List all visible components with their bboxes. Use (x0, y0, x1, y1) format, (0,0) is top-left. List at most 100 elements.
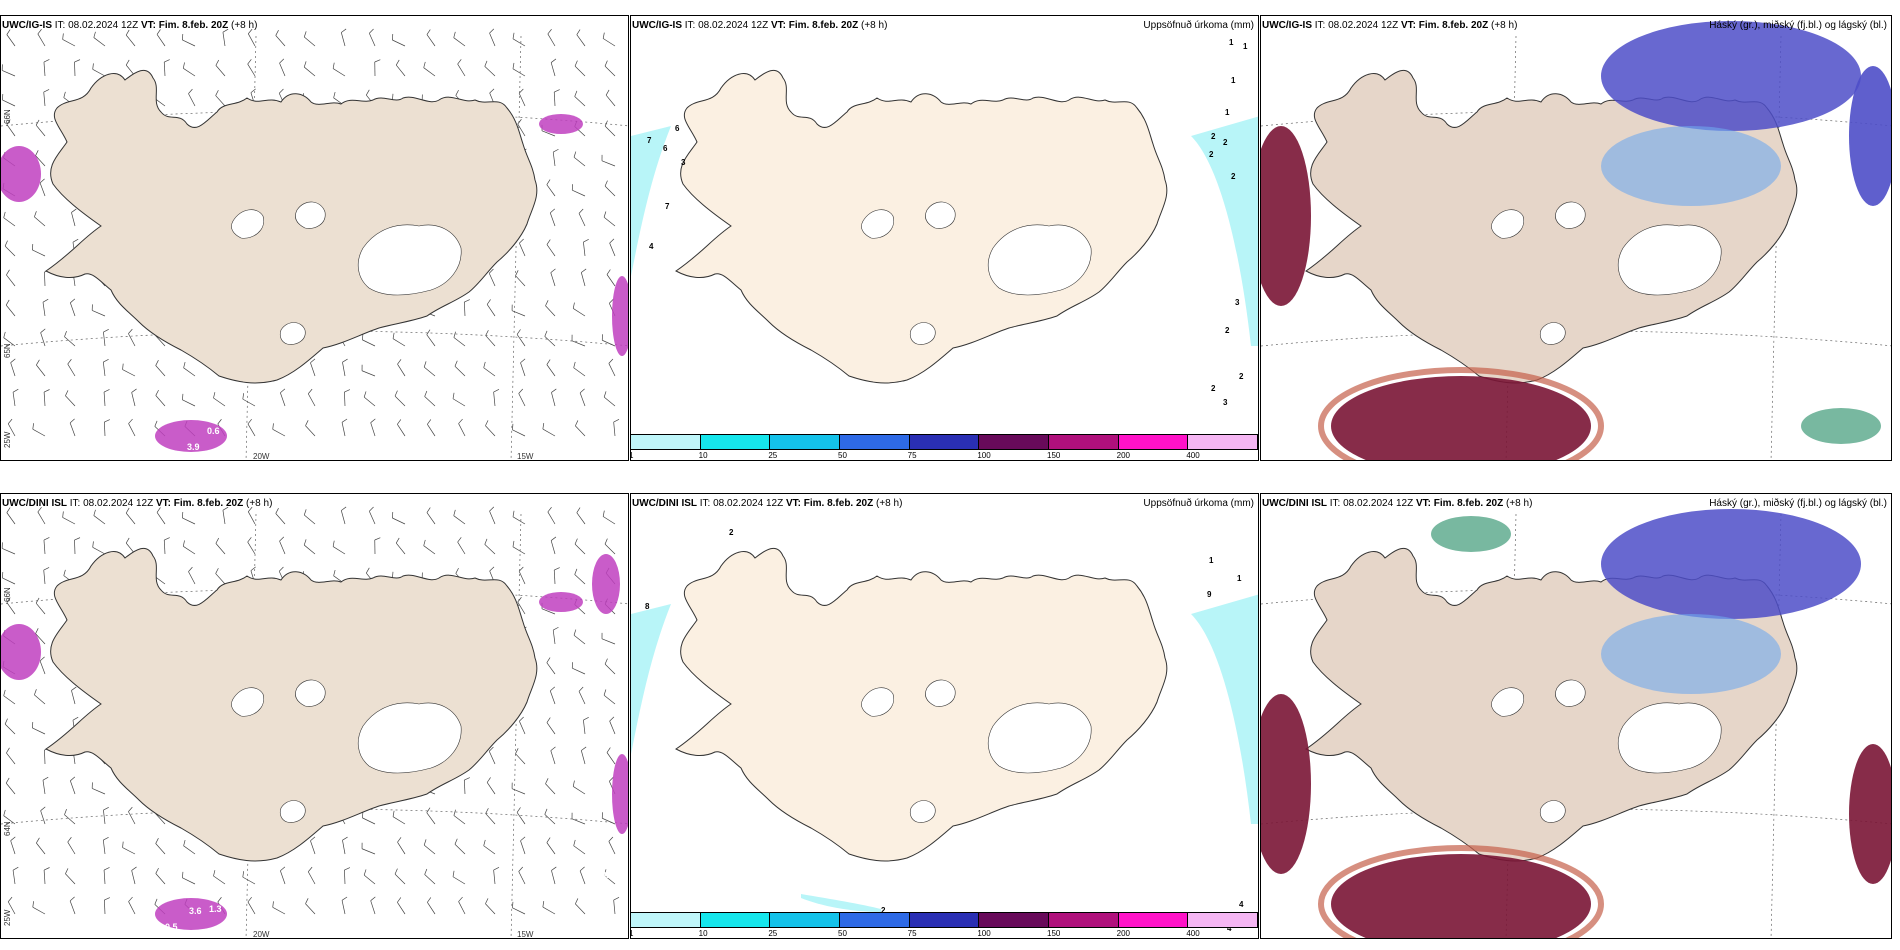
wind-barb (341, 418, 348, 423)
wind-barb (394, 395, 406, 407)
wind-barb (65, 868, 69, 874)
wind-barb (4, 245, 16, 257)
wind-barb (546, 717, 551, 723)
wind-barb (104, 419, 110, 423)
wind-barb (602, 38, 616, 47)
wind-barb (278, 88, 284, 94)
wind-barb (549, 690, 556, 705)
wind-barb (572, 780, 575, 787)
wind-barb (546, 239, 551, 245)
wind-barb (303, 544, 316, 555)
legend-swatch (770, 435, 841, 449)
legend-label: 150 (1047, 451, 1061, 460)
wind-barb (397, 841, 406, 855)
wind-barb (606, 752, 616, 765)
wind-barb (519, 238, 524, 244)
precip-area (801, 894, 881, 912)
wind-barb (182, 399, 196, 407)
convergence-area (1, 624, 41, 680)
wind-barb (426, 812, 436, 825)
precip-value: 4 (649, 242, 654, 251)
wind-barb (579, 388, 585, 394)
wind-barb (247, 511, 256, 525)
wind-barb (604, 120, 608, 127)
wind-barb (457, 541, 466, 555)
wind-barb (222, 32, 226, 47)
precip-value: 1 (1243, 42, 1248, 51)
precip-value: 2 (1211, 132, 1216, 141)
wind-map (1, 506, 628, 938)
glacier (925, 201, 956, 229)
wind-barb (608, 841, 616, 855)
wind-barb (310, 836, 316, 842)
wind-barb (517, 597, 522, 603)
legend-swatch (700, 435, 771, 449)
wind-barb (392, 810, 395, 817)
wind-barb (6, 602, 16, 615)
wind-barb (427, 897, 432, 903)
wind-barb (365, 567, 370, 574)
precip-value: 1 (1209, 556, 1214, 565)
wind-barb (247, 33, 256, 47)
wind-barb (122, 841, 124, 848)
wind-barb (602, 516, 616, 525)
wind-barb (484, 538, 488, 545)
cloud-areas (1261, 21, 1891, 460)
wind-barb (74, 537, 81, 541)
wind-barb (35, 124, 46, 137)
wind-barb (370, 418, 376, 423)
wind-barb (10, 836, 16, 841)
panel-header: UWC/IG-IS IT: 08.02.2024 12Z VT: Fim. 8.… (632, 20, 888, 31)
wind-barb (604, 543, 616, 555)
wind-barb (485, 808, 489, 814)
wind-barb (580, 272, 586, 287)
wind-barb (272, 428, 286, 437)
legend-swatch (1049, 913, 1119, 927)
wind-barb (103, 806, 109, 811)
wind-barb (609, 238, 615, 244)
wind-barb (32, 727, 46, 735)
wind-barb (573, 786, 586, 795)
wind-barb (426, 29, 431, 35)
wind-barb (64, 330, 67, 337)
wind-barb (43, 59, 50, 63)
convergence-area (612, 276, 628, 356)
legend-swatch (1049, 435, 1119, 449)
wind-barb (541, 130, 556, 137)
wind-barb (332, 68, 346, 77)
wind-barb (392, 39, 406, 47)
wind-barb (547, 29, 552, 35)
legend-swatch (631, 913, 701, 927)
wind-barb (426, 34, 436, 47)
wind-barb (222, 510, 226, 525)
wind-barb (518, 388, 524, 394)
wind-barb (485, 335, 496, 347)
wind-barb (155, 335, 166, 347)
wind-barb (279, 540, 286, 555)
wind-barb (493, 867, 500, 871)
cloud-high (1601, 614, 1781, 694)
convergence-area (155, 420, 227, 452)
wind-barb (483, 367, 496, 377)
wind-barb (454, 838, 458, 845)
wind-barb (93, 31, 96, 38)
wind-barb (493, 389, 500, 393)
wind-barb (6, 512, 16, 525)
wind-barb (92, 788, 106, 795)
panel-subtitle: Uppsöfnuð úrkoma (mm) (1143, 498, 1254, 509)
wind-barb (581, 746, 587, 751)
wind-barb (128, 811, 136, 825)
glacier (231, 209, 264, 239)
wind-barb (125, 59, 130, 66)
wind-barb (575, 425, 586, 437)
wind-barb (307, 388, 313, 394)
wind-barb (423, 61, 426, 68)
wind-barb (613, 422, 616, 437)
cloud-low (1331, 376, 1591, 460)
glacier (925, 679, 956, 707)
wind-barb (10, 840, 16, 855)
wind-barb (71, 686, 77, 691)
wind-barb (574, 60, 578, 67)
panel-wind-dini: UWC/DINI ISL IT: 08.02.2024 12Z VT: Fim.… (0, 493, 629, 939)
wind-barb (551, 392, 556, 407)
